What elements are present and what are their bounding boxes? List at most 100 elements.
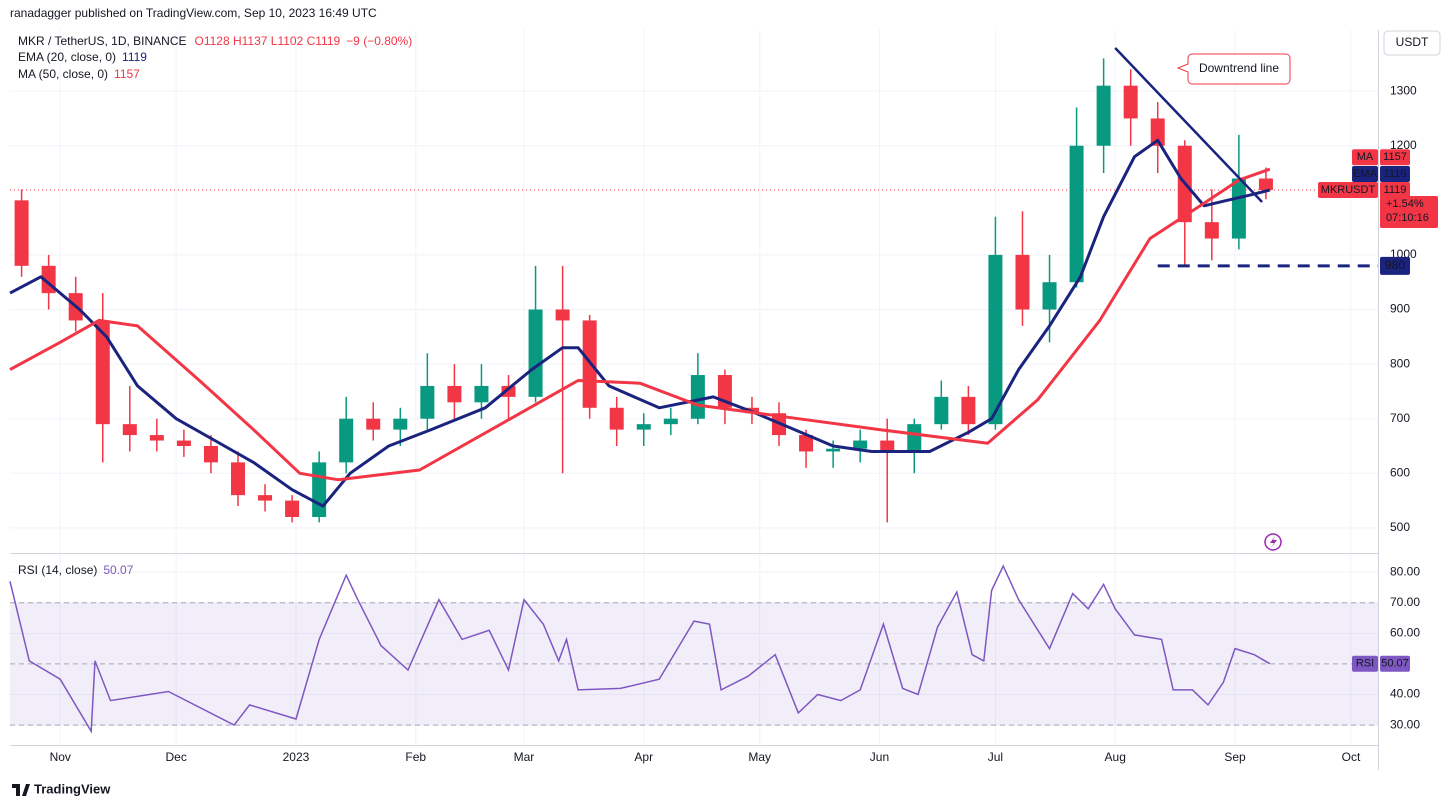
candle-body	[690, 375, 705, 419]
ema-legend: EMA (20, close, 0) 1119	[18, 50, 147, 64]
rsi-tag-text: 50.07	[1381, 658, 1409, 670]
candle-body	[528, 309, 543, 397]
rsi-value: 50.07	[103, 563, 133, 577]
symbol-legend: MKR / TetherUS, 1D, BINANCE O1128 H1137 L…	[18, 34, 412, 48]
candle-body	[609, 407, 624, 430]
rsi-name: RSI (14, close)	[18, 563, 97, 577]
candle-body	[1204, 222, 1219, 239]
candle-body	[1042, 282, 1057, 310]
brand[interactable]: TradingView	[12, 781, 111, 796]
ema-value: 1119	[122, 50, 147, 64]
trendline	[1114, 47, 1263, 203]
rsi-tag-name	[1352, 655, 1378, 672]
alert-circle	[1264, 533, 1282, 551]
rsi-line	[9, 564, 1271, 734]
ma-tag-text: 1157	[1383, 151, 1407, 163]
x-tick-label: Jun	[870, 750, 889, 764]
candle-body	[393, 418, 408, 430]
last-price-extra	[1380, 195, 1438, 228]
candle-body	[231, 462, 245, 496]
candle-body	[663, 418, 678, 425]
plot	[9, 47, 1378, 734]
candle-body	[474, 385, 489, 403]
candle-body	[826, 448, 841, 452]
candle-body	[1015, 254, 1030, 310]
candle-body	[988, 254, 1003, 425]
callout-text: Downtrend line	[1199, 61, 1279, 75]
x-tick-label: Sep	[1224, 750, 1246, 764]
candle-body	[285, 500, 300, 517]
unit-button[interactable]	[1383, 30, 1441, 56]
support-tag	[1380, 256, 1410, 275]
ma-name: MA (50, close, 0)	[18, 67, 108, 81]
y-tick-label: 60.00	[1390, 625, 1420, 639]
ma-value: 1157	[114, 67, 140, 81]
symbol-tag-label: MKRUSDT	[1321, 184, 1376, 196]
callout	[1176, 53, 1291, 85]
last-price-text: 1119	[1384, 184, 1407, 196]
x-tick-label: Mar	[514, 750, 535, 764]
candle-body	[122, 424, 137, 436]
candle-body	[934, 396, 949, 425]
x-tick-label: Dec	[165, 750, 186, 764]
x-tick-label: Feb	[405, 750, 426, 764]
last-price-change: +1.54%	[1386, 198, 1424, 210]
candle-body	[853, 440, 868, 449]
candle-body	[14, 200, 29, 266]
publisher: ranadagger published on TradingView.com,…	[10, 6, 377, 20]
candle-body	[961, 396, 976, 425]
indicator-line	[9, 167, 1271, 482]
ma-legend: MA (50, close, 0) 1157	[18, 67, 140, 81]
candle-body	[312, 462, 327, 517]
change: −9 (−0.80%)	[346, 34, 412, 48]
candle-body	[1069, 145, 1084, 283]
candle-body	[636, 424, 651, 430]
candle-body	[420, 385, 435, 419]
candle-body	[366, 418, 381, 430]
candle-body	[1231, 178, 1246, 239]
rsi-tag-label: RSI	[1356, 658, 1374, 670]
last-price-countdown: 07:10:16	[1386, 212, 1429, 224]
candle-body	[95, 320, 110, 425]
y-tick-label: 1200	[1390, 138, 1417, 152]
symbol-title: MKR / TetherUS, 1D, BINANCE	[18, 34, 187, 48]
candle-body	[1258, 178, 1273, 190]
x-tick-label: Jul	[988, 750, 1003, 764]
candle-body	[258, 495, 273, 501]
x-tick-label: Nov	[50, 750, 71, 764]
ma-tag-label: MA	[1357, 151, 1374, 163]
ma-tag-name	[1352, 149, 1378, 166]
axis-unit: USDT	[1396, 35, 1429, 49]
rsi-legend: RSI (14, close) 50.07	[18, 563, 134, 577]
brand-logo	[12, 784, 30, 796]
candle-body	[501, 385, 516, 397]
support-label: 980	[1385, 258, 1405, 272]
y-tick-label: 500	[1390, 520, 1410, 534]
y-tick-label: 70.00	[1390, 595, 1420, 609]
candle-body	[555, 309, 570, 321]
alert-icon[interactable]	[1264, 533, 1282, 551]
candle-body	[907, 424, 922, 452]
candle-body	[799, 435, 814, 452]
x-tick-label: Aug	[1105, 750, 1126, 764]
y-tick-label: 30.00	[1390, 717, 1420, 731]
candle-body	[1123, 85, 1138, 119]
candle-body	[149, 435, 164, 441]
indicator-line	[9, 138, 1271, 508]
x-tick-label: May	[748, 750, 771, 764]
y-tick-label: 900	[1390, 302, 1410, 316]
y-tick-label: 600	[1390, 465, 1410, 479]
y-tick-label: 700	[1390, 411, 1410, 425]
rsi-tag-value	[1380, 655, 1410, 672]
candle-body	[339, 418, 354, 463]
x-tick-label: Oct	[1342, 750, 1361, 764]
ema-tag-value	[1380, 165, 1410, 182]
ema-tag-text: 1119	[1384, 168, 1407, 180]
brand-name: TradingView	[34, 781, 111, 796]
candle-body	[447, 385, 462, 403]
candle-body	[1096, 85, 1111, 146]
candle-body	[1150, 118, 1165, 146]
ema-name: EMA (20, close, 0)	[18, 50, 116, 64]
